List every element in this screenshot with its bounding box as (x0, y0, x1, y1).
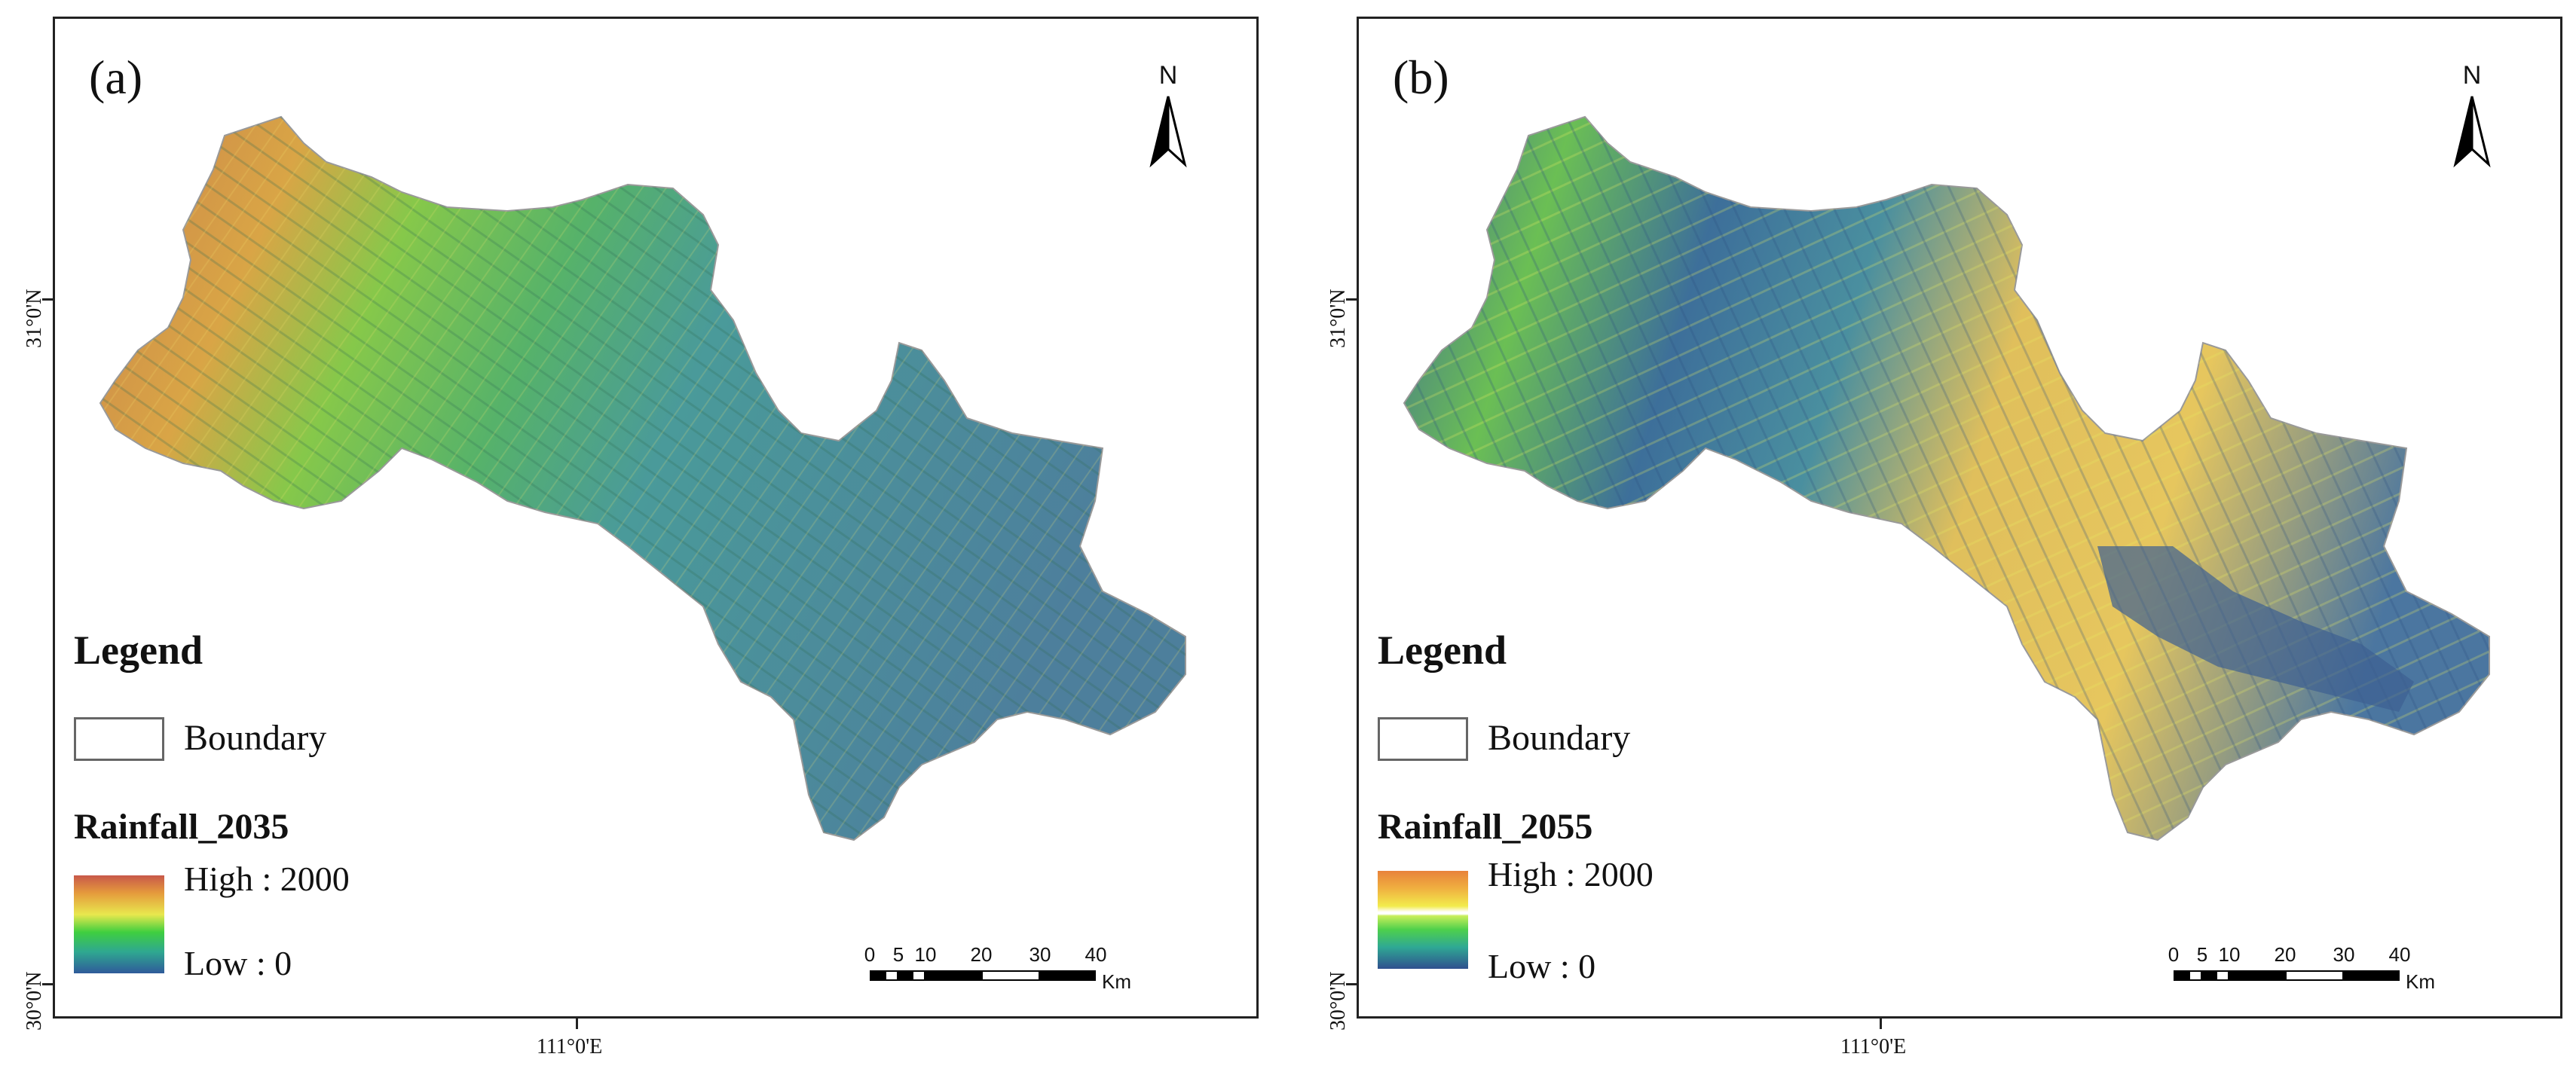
panel-label: (b) (1393, 50, 1449, 104)
lat-tick-bottom: 30°0'N (1326, 971, 1350, 1031)
color-ramp (1378, 871, 1468, 969)
color-ramp (74, 875, 164, 973)
map-panel-a: (a) N Legend Boundary Rainfall_2035 High… (0, 17, 1259, 1058)
high-label: High : 2000 (1488, 855, 1654, 893)
scale-number: 30 (2333, 943, 2355, 966)
lon-tick-mark (1880, 1019, 1882, 1029)
lat-tick-top-mark (1346, 298, 1357, 301)
scale-number: 0 (864, 943, 876, 966)
region-map (99, 115, 1186, 841)
lon-tick-mark (576, 1019, 578, 1029)
map-frame (1357, 17, 2562, 1019)
north-arrow: N (2449, 62, 2495, 176)
scale-bar: 0 5 10 20 30 40 Km (2163, 943, 2449, 1003)
scale-segment (885, 970, 898, 981)
scale-unit: Km (1102, 970, 1131, 993)
scale-number: 20 (970, 943, 993, 966)
scale-segment (2174, 970, 2189, 981)
terrain-texture (100, 117, 1186, 840)
map-frame (53, 17, 1259, 1019)
lat-tick-top: 31°0'N (23, 289, 46, 348)
map-panel-b: (b) N Legend Boundary Rainfall_2055 High… (1304, 17, 2562, 1058)
scale-bar: 0 5 10 20 30 40 Km (859, 943, 1146, 1003)
scale-segment (912, 970, 925, 981)
north-arrow: N (1146, 62, 1191, 176)
scale-segment (2202, 970, 2216, 981)
high-label: High : 2000 (184, 860, 350, 898)
scale-segment (1040, 970, 1096, 981)
scale-segment (2229, 970, 2285, 981)
scale-segment (2344, 970, 2400, 981)
scale-number: 5 (2196, 943, 2208, 966)
legend-title: Legend (74, 628, 203, 673)
boundary-label: Boundary (1488, 718, 1631, 758)
scale-number: 0 (2168, 943, 2180, 966)
scale-number: 5 (892, 943, 904, 966)
lat-tick-bottom-mark (42, 983, 53, 985)
lat-tick-bottom: 30°0'N (23, 971, 46, 1031)
north-letter: N (1158, 61, 1178, 90)
low-rain-zone (2097, 546, 2414, 712)
boundary-swatch (1378, 717, 1468, 761)
scale-number: 40 (1085, 943, 1107, 966)
scale-number: 10 (914, 943, 937, 966)
lat-tick-top-mark (42, 298, 53, 301)
north-arrow-icon (2453, 96, 2491, 168)
north-letter: N (2462, 61, 2482, 90)
scale-unit: Km (2406, 970, 2435, 993)
scale-segment (981, 970, 1040, 981)
lat-tick-top: 31°0'N (1326, 289, 1350, 348)
raster-title: Rainfall_2035 (74, 807, 289, 847)
lon-tick: 111°0'E (537, 1035, 603, 1058)
boundary-swatch (74, 717, 164, 761)
scale-number: 20 (2274, 943, 2296, 966)
scale-number: 40 (2388, 943, 2411, 966)
north-arrow-icon (1149, 96, 1187, 168)
scale-number: 30 (1029, 943, 1051, 966)
lat-tick-bottom-mark (1346, 983, 1357, 985)
low-label: Low : 0 (184, 944, 292, 982)
panel-label: (a) (89, 50, 143, 104)
scale-segment (2285, 970, 2344, 981)
scale-number: 10 (2218, 943, 2241, 966)
raster-title: Rainfall_2055 (1378, 807, 1593, 847)
scale-segment (2216, 970, 2229, 981)
scale-segment (2189, 970, 2202, 981)
scale-segment (870, 970, 885, 981)
legend-title: Legend (1378, 628, 1507, 673)
region-map (1403, 115, 2490, 841)
scale-segment (898, 970, 912, 981)
low-label: Low : 0 (1488, 947, 1596, 985)
scale-segment (925, 970, 981, 981)
boundary-label: Boundary (184, 718, 327, 758)
lon-tick: 111°0'E (1840, 1035, 1907, 1058)
